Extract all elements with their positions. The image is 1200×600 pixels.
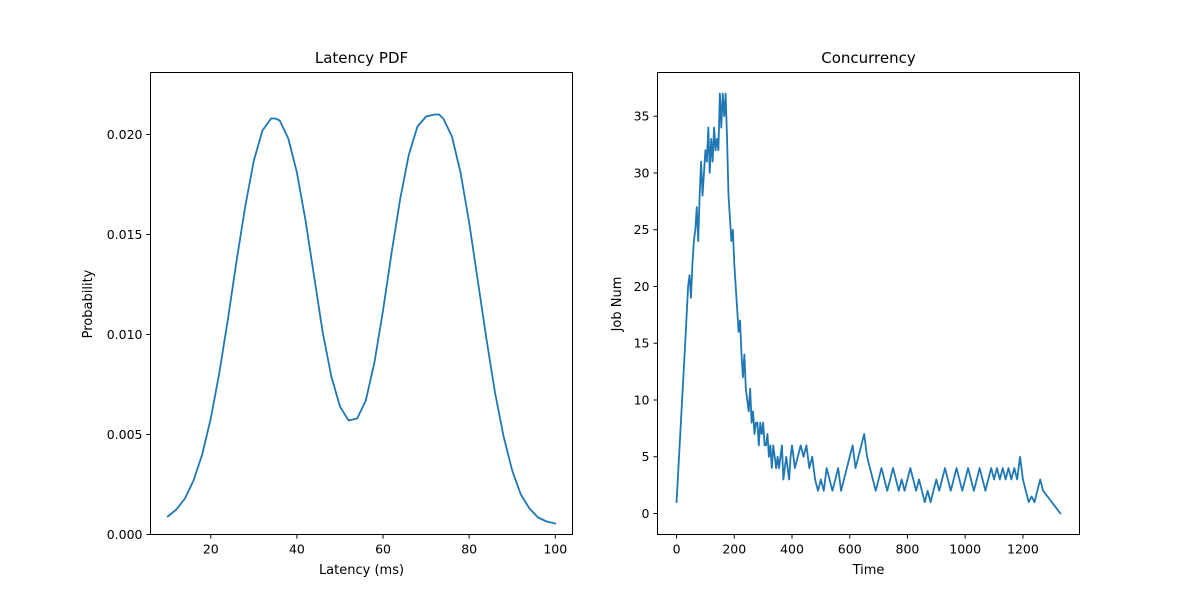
x-tick-label: 400: [780, 542, 804, 557]
y-axis-label: Job Num: [610, 277, 625, 333]
y-tick-label: 0.010: [107, 327, 143, 342]
y-tick-label: 0.015: [107, 227, 143, 242]
x-tick-label: 0: [673, 542, 681, 557]
x-tick-label: 1000: [949, 542, 981, 557]
y-tick-label: 15: [634, 336, 650, 351]
y-tick-label: 0.005: [107, 427, 143, 442]
x-tick-label: 60: [375, 542, 391, 557]
y-tick-label: 35: [634, 109, 650, 124]
chart-title: Concurrency: [821, 49, 916, 67]
plot-frame: [150, 72, 573, 535]
y-tick-label: 30: [634, 165, 650, 180]
y-ticks: 0.000 0.005 0.010 0.015 0.020: [107, 127, 151, 542]
x-tick-label: 40: [289, 542, 305, 557]
y-tick-label: 0.000: [107, 527, 143, 542]
series-line: [166, 113, 557, 525]
y-axis-label: Probability: [81, 269, 96, 338]
y-tick-label: 0.020: [107, 127, 143, 142]
x-tick-label: 80: [461, 542, 477, 557]
x-tick-label: 600: [838, 542, 862, 557]
x-ticks: 20 40 60 80 100: [203, 534, 567, 557]
y-tick-label: 20: [634, 279, 650, 294]
x-tick-label: 100: [543, 542, 567, 557]
series-line: [675, 92, 1062, 515]
y-tick-label: 10: [634, 392, 650, 407]
plot-frame: [657, 72, 1080, 535]
x-ticks: 0 200 400 600 800 1000 1200: [673, 534, 1039, 557]
latency-pdf-chart: Latency PDF Latency (ms) Probability 20 4…: [81, 49, 573, 578]
x-axis-label: Time: [852, 563, 885, 578]
concurrency-chart: Concurrency Time Job Num 0 200 400 600 800 10…: [610, 49, 1080, 578]
x-tick-label: 20: [203, 542, 219, 557]
chart-title: Latency PDF: [315, 49, 408, 67]
y-ticks: 0 5 10 15 20 25 30 35: [634, 109, 658, 521]
x-axis-label: Latency (ms): [319, 563, 404, 578]
y-tick-label: 25: [634, 222, 650, 237]
x-tick-label: 800: [896, 542, 920, 557]
y-tick-label: 0: [642, 506, 650, 521]
x-tick-label: 200: [722, 542, 746, 557]
y-tick-label: 5: [642, 449, 650, 464]
x-tick-label: 1200: [1007, 542, 1039, 557]
